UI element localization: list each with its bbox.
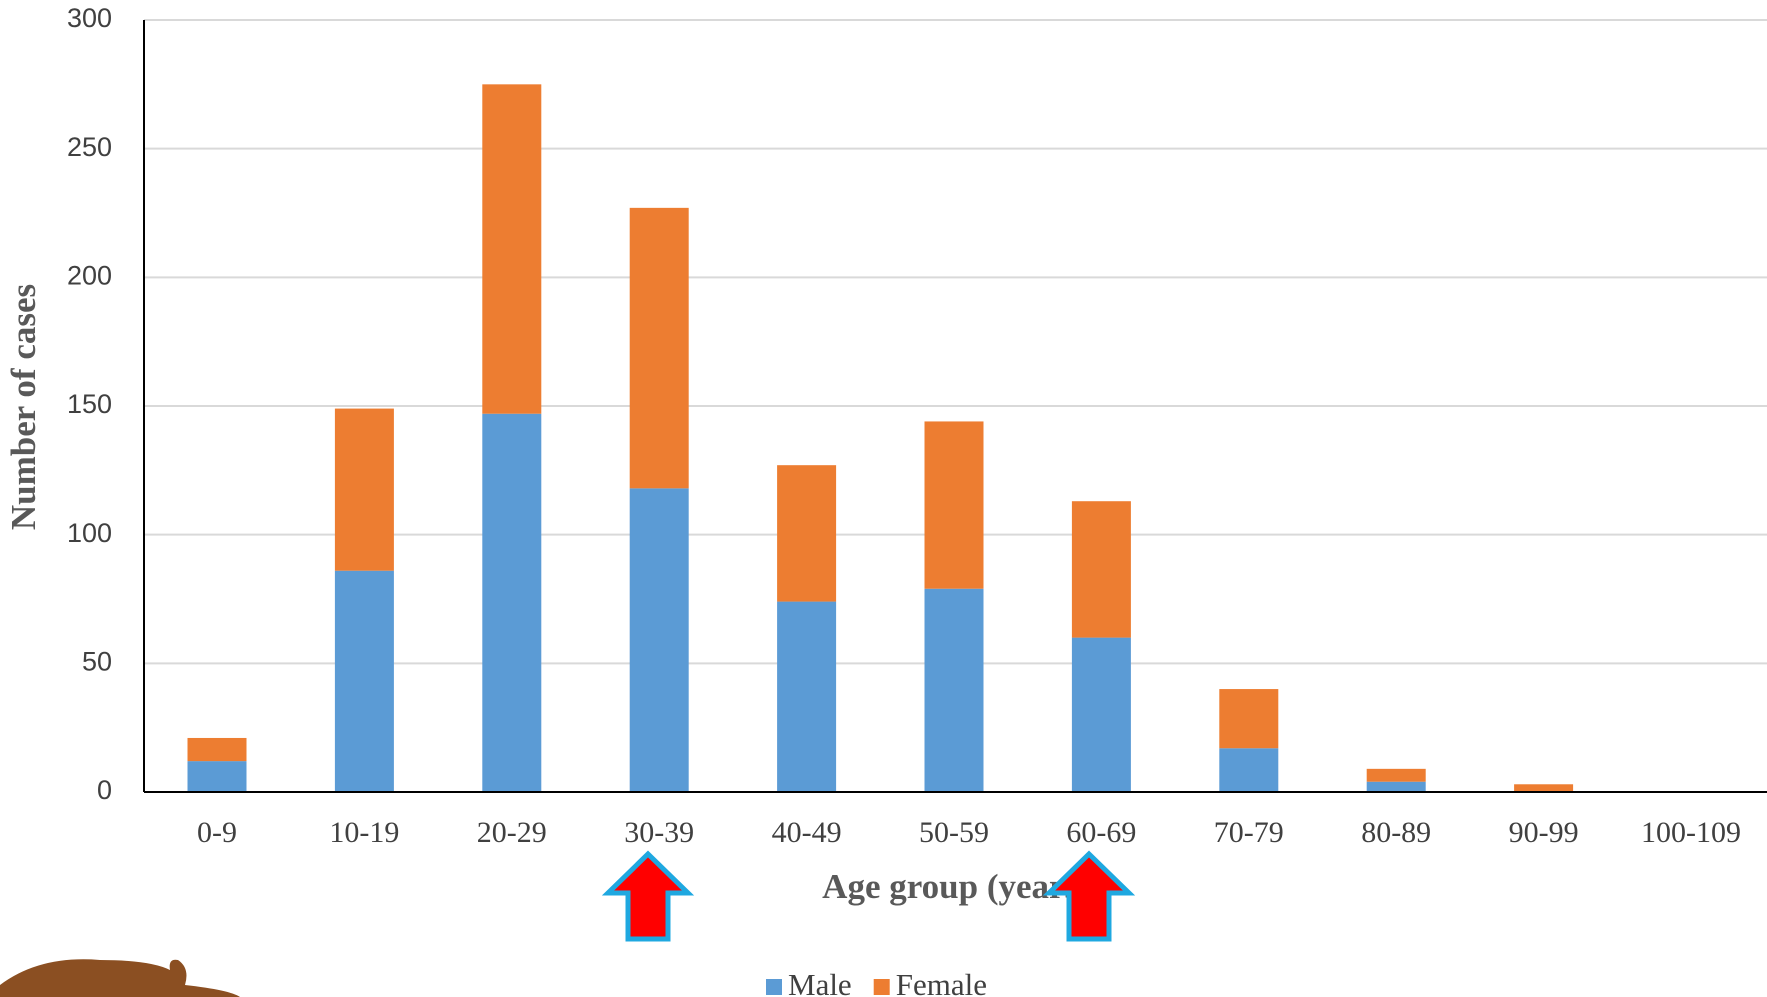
bar-segment bbox=[1366, 781, 1426, 792]
bar-segment bbox=[1514, 784, 1574, 792]
grid: 0 50 100 150 200 250 300 bbox=[67, 3, 1767, 805]
legend: Male Female bbox=[766, 967, 987, 997]
x-tick-label: 10-19 bbox=[329, 816, 399, 849]
bar-segment bbox=[1366, 768, 1426, 782]
legend-label: Female bbox=[896, 967, 987, 997]
cartoon-head bbox=[0, 959, 240, 997]
bar-segment bbox=[482, 413, 542, 792]
bar-segment bbox=[777, 601, 837, 792]
arrow bbox=[1042, 850, 1136, 942]
bars: 0-9 10-19 20-29 30-39 40-49 50-59 60-69 70-79 80… bbox=[187, 84, 1741, 849]
y-tick-label: 200 bbox=[67, 260, 112, 290]
x-tick-label: 40-49 bbox=[772, 816, 842, 849]
arrow bbox=[601, 850, 695, 942]
bar-segment bbox=[924, 588, 984, 792]
x-tick-label: 50-59 bbox=[919, 816, 989, 849]
y-tick-label: 100 bbox=[67, 518, 112, 548]
legend-swatch bbox=[873, 979, 890, 995]
bar-segment bbox=[924, 421, 984, 589]
x-tick-label: 60-69 bbox=[1066, 816, 1136, 849]
bar-segment bbox=[482, 84, 542, 414]
x-tick-label: 80-89 bbox=[1361, 816, 1431, 849]
y-tick-label: 0 bbox=[97, 775, 112, 805]
bar-segment bbox=[629, 207, 689, 489]
x-tick-label: 30-39 bbox=[624, 816, 694, 849]
y-tick-label: 50 bbox=[82, 646, 112, 676]
bar-segment bbox=[187, 737, 247, 762]
y-tick-label: 300 bbox=[67, 3, 112, 33]
bar-segment bbox=[187, 761, 247, 792]
bar-segment bbox=[1071, 501, 1131, 638]
x-tick-label: 70-79 bbox=[1214, 816, 1284, 849]
y-axis-label: Number of cases bbox=[4, 284, 43, 530]
y-tick-label: 150 bbox=[67, 389, 112, 419]
bar-segment bbox=[629, 488, 689, 792]
legend-swatch bbox=[766, 979, 782, 995]
bar-segment bbox=[334, 408, 394, 571]
y-tick-label: 250 bbox=[67, 132, 112, 162]
bar-segment bbox=[334, 570, 394, 792]
bar-segment bbox=[1219, 689, 1279, 749]
bar-segment bbox=[777, 465, 837, 602]
bar-segment bbox=[1071, 637, 1131, 792]
x-tick-label: 20-29 bbox=[477, 816, 547, 849]
x-tick-label: 100-109 bbox=[1641, 816, 1741, 849]
x-tick-label: 90-99 bbox=[1509, 816, 1579, 849]
x-tick-label: 0-9 bbox=[197, 816, 237, 849]
legend-label: Male bbox=[788, 967, 852, 997]
x-axis-label: Age group (years) bbox=[822, 867, 1090, 906]
bar-segment bbox=[1219, 748, 1279, 792]
